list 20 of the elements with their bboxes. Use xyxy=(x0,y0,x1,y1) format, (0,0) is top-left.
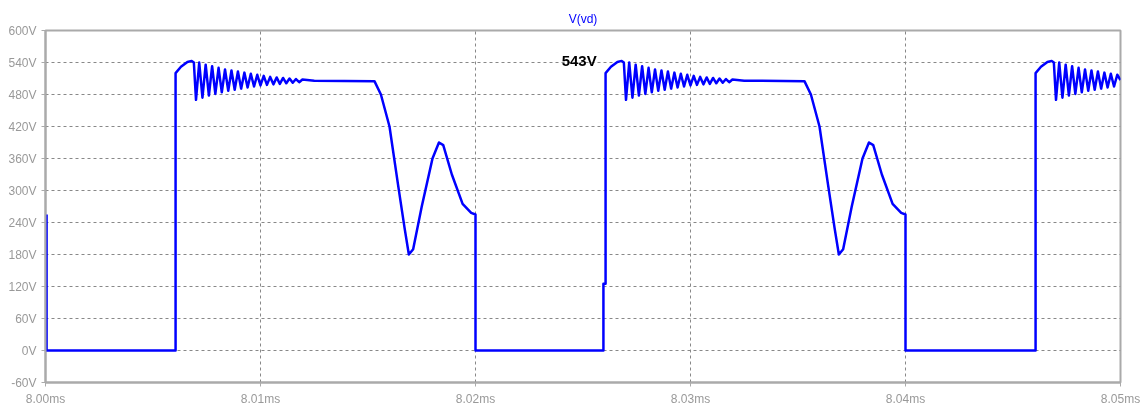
x-tick-label: 8.03ms xyxy=(670,391,711,406)
annotation: 543V xyxy=(561,52,597,70)
y-tick-label: 240V xyxy=(8,215,37,230)
x-tick-label: 8.05ms xyxy=(1100,391,1141,406)
x-tick-label: 8.02ms xyxy=(455,391,496,406)
y-tick-label: 120V xyxy=(8,279,37,294)
y-tick-label: 480V xyxy=(8,87,37,102)
x-tick-label: 8.01ms xyxy=(240,391,281,406)
y-tick-label: 540V xyxy=(8,55,37,70)
x-tick-label: 8.04ms xyxy=(885,391,926,406)
y-tick-label: 180V xyxy=(8,247,37,262)
y-tick-label: -60V xyxy=(11,375,37,390)
y-tick-label: 360V xyxy=(8,151,37,166)
text: V(vd) xyxy=(568,11,598,26)
y-tick-label: 60V xyxy=(15,311,37,326)
x-tick-label: 8.00ms xyxy=(25,391,66,406)
y-tick-label: 420V xyxy=(8,119,37,134)
y-tick-label: 300V xyxy=(8,183,37,198)
y-tick-label: 0V xyxy=(21,343,37,358)
y-tick-label: 600V xyxy=(8,23,37,38)
